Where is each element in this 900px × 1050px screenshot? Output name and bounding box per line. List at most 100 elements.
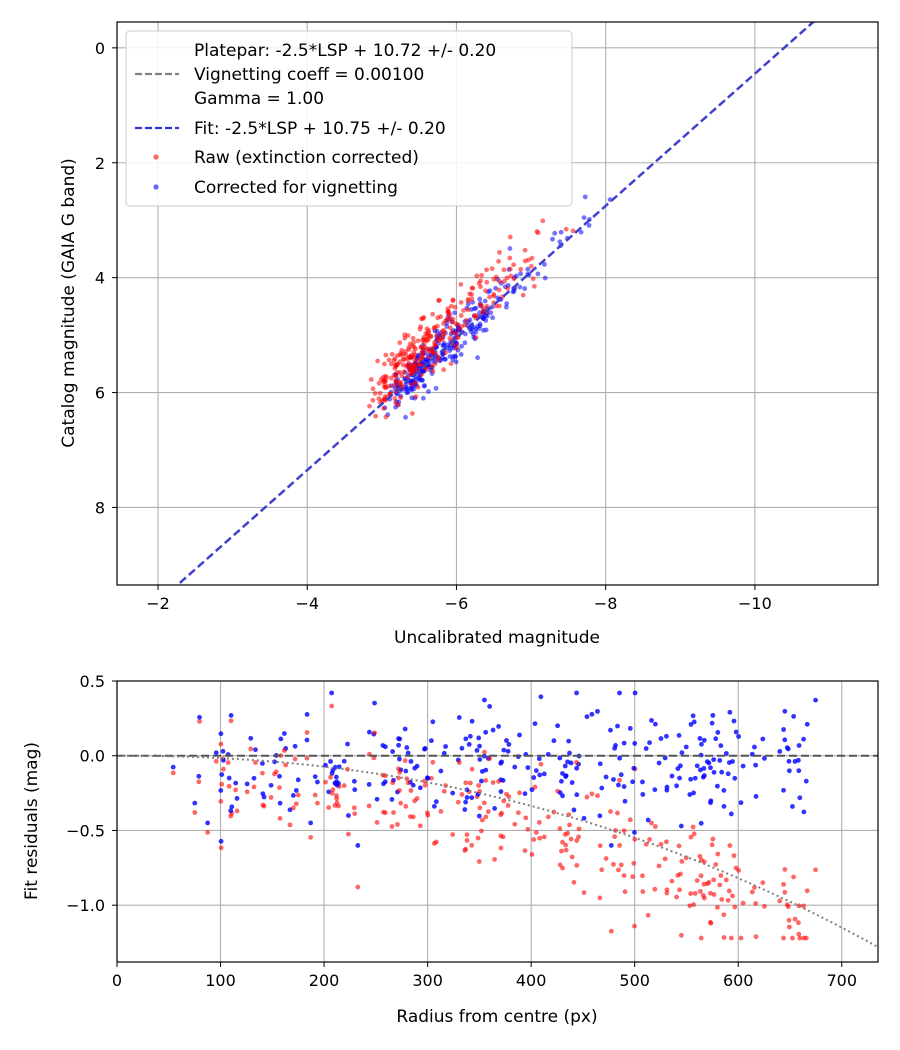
bottom-corrected-point [293,788,299,793]
top-raw-point [398,351,403,356]
bottom-corrected-point [355,843,361,848]
bottom-corrected-point [213,750,219,756]
top-raw-point [396,402,401,408]
bottom-raw-point [612,834,618,840]
bottom-raw-point [726,888,732,894]
bottom-corrected-point [517,732,522,738]
top-corrected-point [477,296,483,302]
top-raw-point [409,382,415,387]
bottom-x-tick-label: 200 [309,971,340,990]
top-raw-point [469,285,475,291]
bottom-raw-point [281,748,287,753]
top-y-tick-label: 2 [95,154,105,173]
bottom-raw-point [304,755,310,761]
bottom-raw-point [557,826,563,831]
bottom-raw-point [652,886,658,892]
bottom-corrected-point [196,773,202,779]
top-corrected-point [483,313,489,318]
bottom-raw-point [652,824,658,829]
top-raw-point [386,357,392,363]
top-x-tick-label: −4 [295,594,319,613]
top-fit-line [175,22,816,585]
top-corrected-point [557,239,563,245]
bottom-raw-point [273,769,279,775]
bottom-corrected-point [662,755,668,761]
bottom-raw-point [481,800,487,806]
bottom-raw-point [611,861,616,867]
bottom-y-tick-label: 0.0 [80,747,105,766]
bottom-raw-point [330,787,336,793]
bottom-raw-point [782,867,788,872]
bottom-corrected-point [219,772,225,777]
bottom-raw-point [529,852,535,857]
top-raw-point [496,258,501,264]
bottom-raw-point [656,863,662,869]
bottom-raw-point [687,903,693,909]
top-raw-point [442,350,448,356]
bottom-corrected-point [621,740,627,746]
top-raw-point [368,377,374,382]
top-raw-point [511,262,517,268]
bottom-corrected-point [753,762,759,768]
bottom-raw-point [512,821,518,827]
bottom-corrected-point [640,792,646,797]
bottom-corrected-point [501,747,507,753]
top-raw-point [370,386,376,392]
bottom-raw-point [389,824,395,829]
bottom-corrected-point [708,798,714,804]
top-raw-point [409,411,415,416]
bottom-raw-point [308,834,314,840]
bottom-raw-point [476,783,482,788]
bottom-corrected-point [697,736,703,741]
top-raw-point [392,382,397,388]
bottom-raw-point [450,832,456,837]
top-raw-point [397,340,403,346]
bottom-raw-point [711,892,717,897]
top-raw-point [401,369,407,375]
bottom-corrected-point [381,781,386,787]
top-x-tick-label: −8 [594,594,618,613]
bottom-raw-point [618,862,624,868]
bottom-raw-point [786,917,792,923]
top-raw-point [406,347,412,352]
bottom-corrected-point [433,799,439,805]
top-corrected-point [490,315,495,321]
top-raw-point [416,361,422,367]
top-raw-point [491,292,497,297]
bottom-raw-point [698,873,704,879]
bottom-corrected-point [613,743,618,748]
bottom-raw-point [599,867,605,873]
bottom-raw-point [213,758,219,764]
bottom-corrected-point [260,761,265,766]
bottom-corrected-point [397,756,402,762]
bottom-raw-point [483,814,489,820]
bottom-raw-point [678,932,684,938]
bottom-raw-point [326,805,332,810]
top-raw-point [484,303,490,309]
bottom-raw-point [715,851,721,857]
bottom-raw-point [219,781,225,787]
bottom-raw-point [714,904,720,910]
bottom-corrected-point [425,775,431,781]
top-corrected-point [422,383,428,388]
bottom-corrected-point [304,737,310,743]
top-corrected-point [522,286,528,291]
bottom-corrected-point [631,765,637,771]
bottom-corrected-point [691,719,697,725]
bottom-raw-point [517,790,522,796]
bottom-corrected-point [786,758,792,764]
bottom-raw-point [346,831,351,837]
top-corrected-point [482,298,488,304]
bottom-corrected-point [218,838,224,844]
top-raw-point [432,340,437,345]
top-raw-point [446,316,452,322]
bottom-raw-point [790,935,795,941]
legend-box [125,30,573,207]
bottom-corrected-point [632,741,638,746]
bottom-raw-point [797,935,803,941]
bottom-corrected-point [396,742,401,748]
bottom-raw-point [679,858,685,864]
bottom-corrected-point [687,792,693,797]
bottom-corrected-point [562,763,568,769]
